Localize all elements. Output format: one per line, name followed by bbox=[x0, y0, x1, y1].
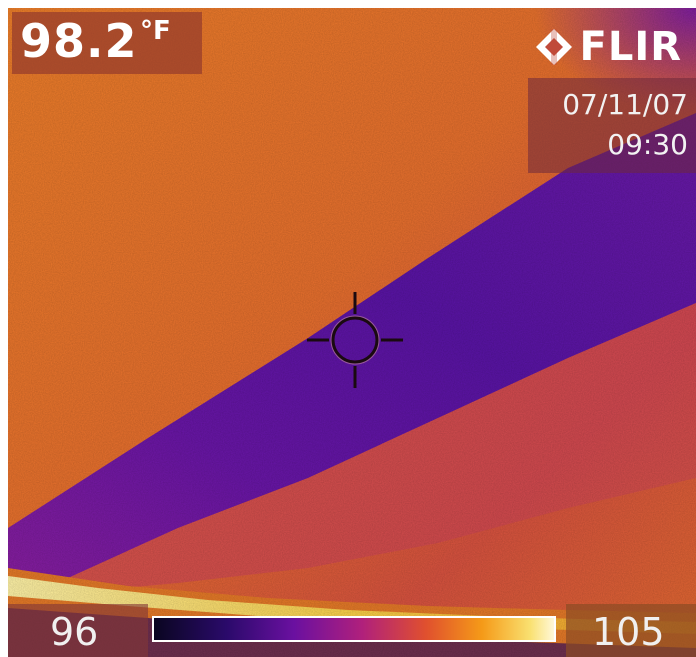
scale-max-badge: 105 bbox=[566, 604, 696, 657]
scale-min-label: 96 bbox=[50, 610, 99, 654]
spot-temperature-readout: 98.2 °F bbox=[12, 12, 202, 74]
capture-date: 07/11/07 bbox=[562, 88, 688, 121]
temperature-color-scale bbox=[152, 616, 556, 642]
scale-min-badge: 96 bbox=[8, 604, 148, 657]
timestamp-panel: 07/11/07 09:30 bbox=[528, 78, 696, 173]
spot-temperature-value: 98.2 bbox=[20, 14, 138, 68]
temperature-unit: °F bbox=[140, 16, 171, 46]
crosshair-icon bbox=[307, 292, 403, 388]
capture-time: 09:30 bbox=[607, 128, 688, 161]
scale-max-label: 105 bbox=[592, 610, 665, 654]
thermal-image: 98.2 °F FLIR 07/11/07 09:30 96 105 bbox=[8, 8, 696, 657]
brand-name: FLIR bbox=[579, 24, 682, 70]
brand-logo: FLIR bbox=[534, 22, 683, 72]
flir-logo-icon bbox=[535, 29, 572, 65]
